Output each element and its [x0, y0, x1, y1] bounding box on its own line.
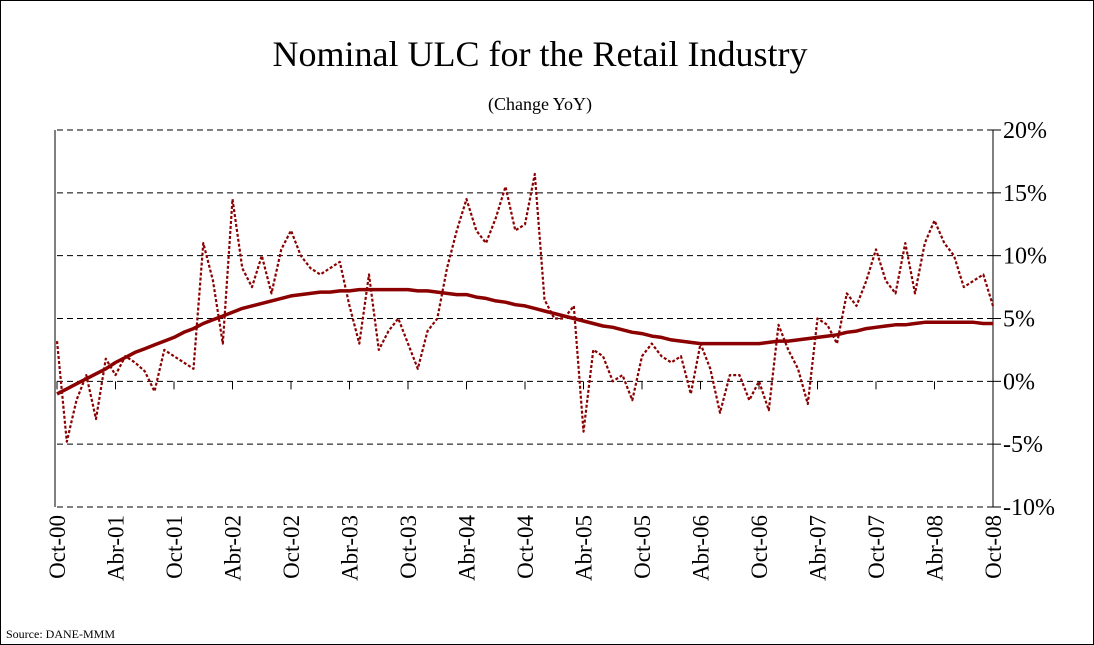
x-tick-label: Oct-08 — [981, 515, 1006, 579]
y-tick-label: 10% — [1003, 244, 1047, 270]
x-tick-label: Abr-05 — [572, 515, 597, 581]
x-tick-label: Oct-05 — [630, 515, 655, 579]
y-tick-label: 5% — [1003, 307, 1035, 333]
y-tick-label: 20% — [1003, 118, 1047, 144]
source-note: Source: DANE-MMM — [6, 627, 115, 641]
y-tick-label: -10% — [1003, 495, 1055, 521]
y-tick-label: 0% — [1003, 369, 1035, 395]
x-tick-label: Oct-06 — [747, 515, 772, 579]
x-tick-label: Abr-07 — [806, 515, 831, 581]
x-tick-label: Oct-03 — [396, 515, 421, 579]
x-tick-label: Abr-04 — [455, 515, 480, 581]
x-tick-label: Abr-08 — [923, 515, 948, 581]
chart-title: Nominal ULC for the Retail Industry — [273, 34, 808, 74]
x-tick-label: Abr-01 — [104, 515, 129, 581]
y-tick-label: 15% — [1003, 181, 1047, 207]
x-tick-label: Abr-06 — [689, 515, 714, 581]
x-tick-label: Oct-07 — [864, 515, 889, 579]
series-line — [55, 172, 995, 443]
x-tick-label: Oct-04 — [513, 515, 538, 579]
x-tick-label: Abr-02 — [221, 515, 246, 581]
x-tick-label: Abr-03 — [338, 515, 363, 581]
x-tick-label: Oct-01 — [162, 515, 187, 579]
x-tick-label: Oct-00 — [45, 515, 70, 579]
x-tick-label: Oct-02 — [279, 515, 304, 579]
chart-subtitle: (Change YoY) — [488, 94, 592, 115]
y-tick-label: -5% — [1003, 432, 1043, 458]
series-line — [56, 287, 993, 396]
